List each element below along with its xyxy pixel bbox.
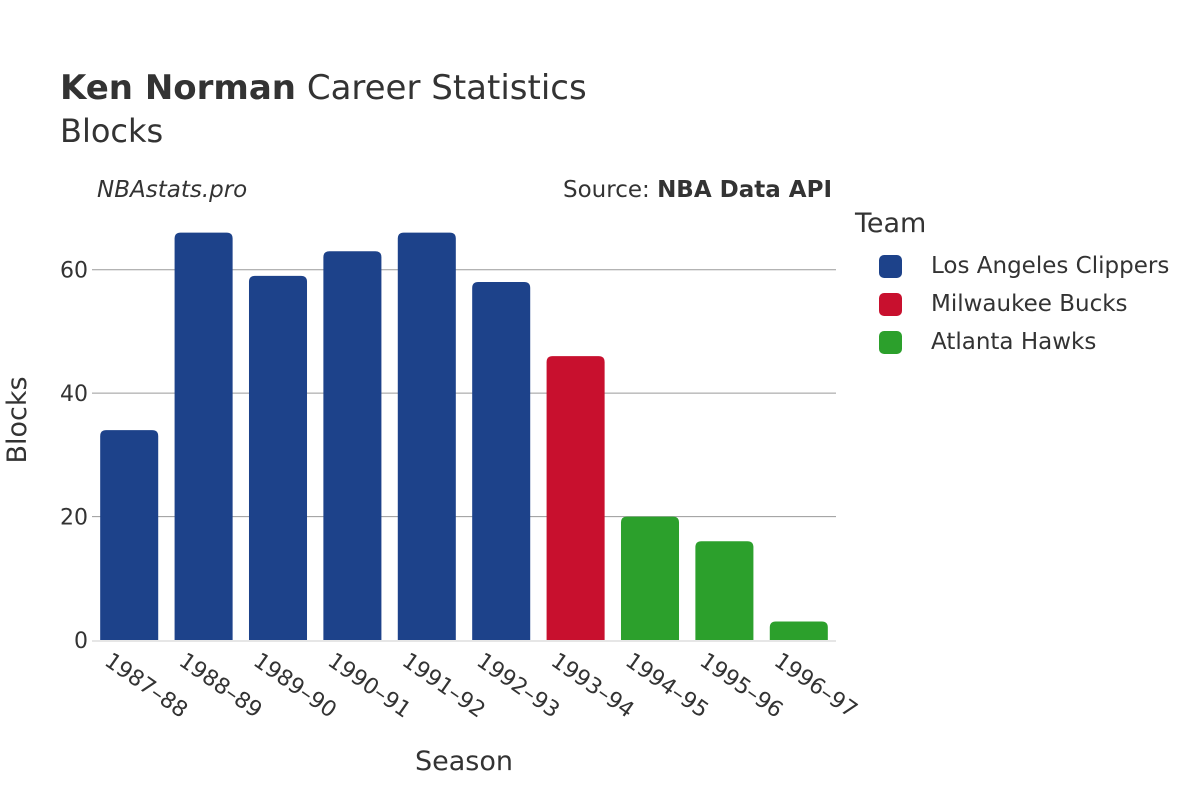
source-prefix: Source:: [563, 177, 658, 203]
x-tick-label: 1996–97: [769, 648, 861, 723]
legend-label: Los Angeles Clippers: [931, 253, 1170, 279]
legend-title: Team: [855, 208, 927, 239]
y-tick-label: 20: [60, 506, 88, 531]
title-rest: Career Statistics: [306, 68, 587, 108]
legend-label: Atlanta Hawks: [931, 329, 1097, 355]
bar: [472, 282, 531, 640]
legend: Team Los Angeles Clippers Milwaukee Buck…: [855, 208, 1169, 361]
legend-item-bucks[interactable]: Milwaukee Bucks: [855, 285, 1169, 323]
x-tick-label: 1994–95: [621, 648, 713, 723]
bar: [174, 232, 233, 640]
legend-item-clippers[interactable]: Los Angeles Clippers: [855, 247, 1169, 285]
y-axis-title: Blocks: [2, 376, 33, 463]
y-tick-label: 0: [74, 629, 88, 654]
bar: [397, 232, 456, 640]
source-credit: Source: NBA Data API: [563, 177, 832, 203]
x-tick-label: 1987–88: [100, 648, 192, 723]
bar: [620, 516, 680, 640]
legend-item-hawks[interactable]: Atlanta Hawks: [855, 323, 1169, 361]
player-name: Ken Norman: [60, 68, 297, 108]
x-axis-title: Season: [415, 746, 513, 777]
x-tick-label: 1988–89: [174, 648, 266, 723]
source-name: NBA Data API: [657, 177, 832, 203]
chart-subtitle: Blocks: [60, 112, 164, 150]
bar: [248, 275, 308, 640]
x-tick-label: 1990–91: [323, 648, 415, 723]
x-tick-label: 1992–93: [472, 648, 564, 723]
bar: [323, 251, 382, 640]
x-tick-label: 1989–90: [249, 648, 341, 723]
legend-label: Milwaukee Bucks: [931, 291, 1128, 317]
legend-swatch: [879, 292, 902, 316]
y-tick-label: 40: [60, 382, 88, 407]
x-tick-label: 1995–96: [695, 648, 787, 723]
watermark: NBAstats.pro: [97, 177, 248, 203]
legend-swatch: [879, 254, 902, 278]
bar: [100, 430, 159, 640]
x-tick-label: 1993–94: [546, 648, 638, 723]
bar: [546, 356, 605, 640]
bar: [769, 621, 828, 640]
legend-swatch: [879, 330, 902, 354]
x-tick-label: 1991–92: [397, 648, 489, 723]
chart-title: Ken Norman Career Statistics: [60, 68, 587, 108]
bar: [695, 541, 754, 640]
y-tick-label: 60: [60, 259, 88, 284]
